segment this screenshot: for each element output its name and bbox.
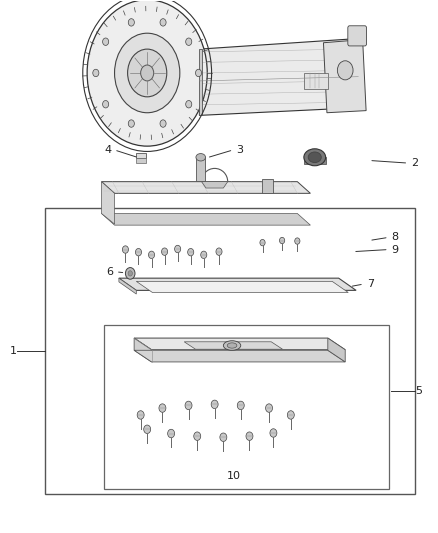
Polygon shape (119, 278, 356, 290)
Text: 6: 6 (106, 267, 113, 277)
Polygon shape (201, 182, 228, 188)
Circle shape (337, 61, 353, 80)
Circle shape (162, 248, 168, 255)
Text: 9: 9 (392, 245, 399, 255)
Circle shape (295, 238, 300, 244)
Polygon shape (304, 157, 325, 164)
Circle shape (211, 400, 218, 409)
Circle shape (93, 69, 99, 77)
FancyBboxPatch shape (348, 26, 367, 46)
Circle shape (128, 120, 134, 127)
Circle shape (137, 411, 144, 419)
Polygon shape (102, 182, 311, 193)
Bar (304, 73, 328, 89)
Polygon shape (261, 179, 273, 193)
Circle shape (128, 271, 132, 276)
Ellipse shape (223, 341, 241, 350)
Circle shape (175, 245, 181, 253)
Circle shape (185, 401, 192, 410)
Ellipse shape (227, 343, 237, 348)
Circle shape (160, 120, 166, 127)
Bar (45, 208, 415, 495)
Text: 8: 8 (392, 232, 399, 243)
Polygon shape (134, 350, 345, 362)
Circle shape (125, 268, 135, 279)
Circle shape (260, 239, 265, 246)
Bar (104, 325, 389, 489)
Text: 3: 3 (237, 145, 244, 155)
Text: 4: 4 (104, 145, 111, 155)
Polygon shape (136, 281, 348, 293)
Polygon shape (134, 338, 345, 350)
Circle shape (237, 401, 244, 410)
Circle shape (195, 69, 201, 77)
Bar (136, 153, 146, 158)
Circle shape (141, 65, 154, 81)
Circle shape (194, 432, 201, 440)
Circle shape (279, 237, 285, 244)
Polygon shape (119, 278, 136, 294)
Circle shape (216, 248, 222, 255)
Polygon shape (102, 182, 115, 224)
Circle shape (159, 404, 166, 413)
Circle shape (135, 248, 141, 256)
Polygon shape (196, 157, 205, 181)
Circle shape (122, 246, 128, 253)
Circle shape (265, 404, 272, 413)
Polygon shape (199, 38, 363, 115)
Circle shape (201, 251, 207, 259)
Polygon shape (184, 342, 283, 349)
Circle shape (287, 411, 294, 419)
Circle shape (148, 251, 155, 259)
Text: 2: 2 (411, 158, 418, 168)
Ellipse shape (308, 152, 321, 163)
Text: 10: 10 (227, 471, 241, 481)
Circle shape (87, 0, 207, 146)
Circle shape (186, 38, 192, 45)
Circle shape (220, 433, 227, 441)
Text: 5: 5 (415, 386, 422, 396)
Polygon shape (199, 49, 201, 115)
Circle shape (144, 425, 151, 433)
Ellipse shape (196, 154, 205, 161)
Ellipse shape (304, 149, 325, 166)
Circle shape (187, 248, 194, 256)
Circle shape (115, 33, 180, 113)
Circle shape (127, 49, 167, 97)
Circle shape (186, 101, 192, 108)
Text: 1: 1 (10, 346, 17, 357)
Text: 7: 7 (367, 279, 374, 289)
Polygon shape (102, 214, 311, 225)
Polygon shape (134, 338, 152, 362)
Circle shape (168, 429, 175, 438)
Circle shape (246, 432, 253, 440)
Bar (136, 158, 146, 163)
Circle shape (128, 19, 134, 26)
Circle shape (160, 19, 166, 26)
Polygon shape (328, 338, 345, 362)
Circle shape (102, 38, 109, 45)
Circle shape (270, 429, 277, 437)
Polygon shape (323, 39, 366, 113)
Circle shape (102, 101, 109, 108)
